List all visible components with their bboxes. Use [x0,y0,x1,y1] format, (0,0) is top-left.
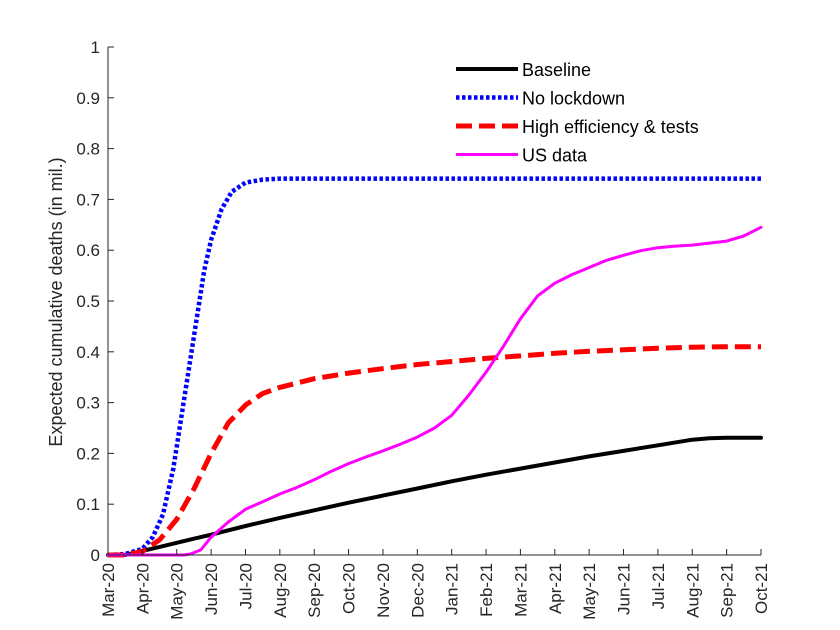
x-tick-label: Sep-20 [305,563,324,618]
x-tick-label: May-20 [168,563,187,620]
y-tick-label: 1 [91,38,100,57]
x-tick-label: Feb-21 [477,563,496,617]
legend: Baseline No lockdown High efficiency & tes… [456,60,699,166]
series-line-us-data [106,225,763,557]
x-tick-label: Dec-20 [408,563,427,618]
y-tick-label: 0.9 [76,89,100,108]
y-tick-label: 0.2 [76,444,100,463]
x-tick-label: Nov-20 [374,563,393,618]
x-tick-label: Jul-20 [237,563,256,609]
x-tick-label: Aug-20 [271,563,290,618]
x-tick-label: Mar-21 [511,563,530,617]
axes-layer: 0 0.1 0.2 0.3 0.4 0.5 0.6 0.7 0.8 0.9 1 Mar-20 Apr-2… [76,38,771,620]
x-tick-label: Oct-20 [340,563,359,614]
series-line-baseline [106,435,763,557]
y-axis-title: Expected cumulative deaths (in mil.) [46,157,66,446]
y-tick-label: 0.7 [76,190,100,209]
series-line-high-efficiency-tests [108,344,761,558]
series-line-no-lockdown [107,176,761,558]
legend-label: Baseline [522,60,591,80]
legend-label: High efficiency & tests [522,117,699,137]
x-tick-label: Jul-21 [649,563,668,609]
x-tick-label: Apr-21 [546,563,565,614]
x-tick-label: Jun-21 [615,563,634,615]
y-tick-label: 0.8 [76,140,100,159]
y-tick-label: 0 [91,546,100,565]
x-tick-label: Sep-21 [718,563,737,618]
x-tick-label: Jan-21 [443,563,462,615]
series-layer [106,176,763,558]
x-tick-label: Apr-20 [133,563,152,614]
x-tick-label: Aug-21 [683,563,702,618]
x-tick-label: Oct-21 [752,563,771,614]
legend-label: No lockdown [522,89,625,109]
y-tick-label: 0.1 [76,495,100,514]
y-tick-label: 0.4 [76,343,100,362]
legend-label: US data [522,146,588,166]
y-tick-label: 0.3 [76,394,100,413]
x-tick-label: Mar-20 [99,563,118,617]
y-tick-label: 0.5 [76,292,100,311]
x-tick-label: Jun-20 [202,563,221,615]
x-tick-label: May-21 [580,563,599,620]
y-tick-label: 0.6 [76,241,100,260]
